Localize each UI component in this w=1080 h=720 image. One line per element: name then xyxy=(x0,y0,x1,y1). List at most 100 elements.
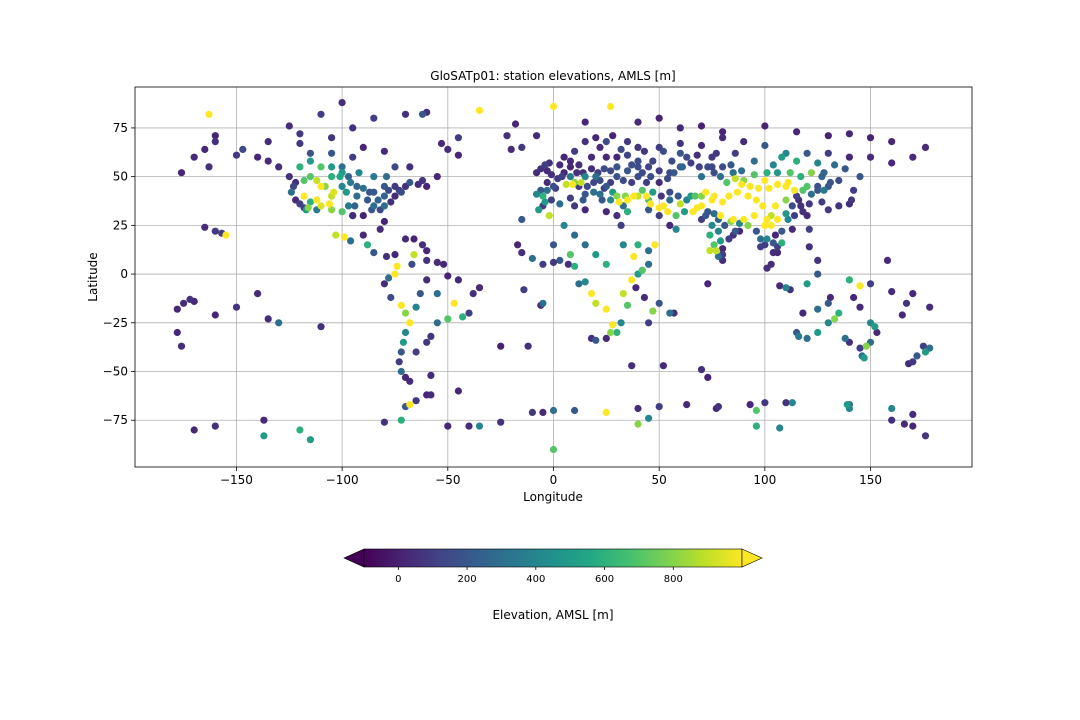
station-point xyxy=(670,169,678,177)
station-point xyxy=(401,309,410,317)
station-point xyxy=(533,190,541,198)
station-point xyxy=(769,239,777,247)
station-point xyxy=(541,198,549,206)
station-point xyxy=(607,102,615,111)
station-point xyxy=(824,299,832,307)
station-point xyxy=(856,173,864,181)
x-axis-ticks: −150 −100 −50 0 50 100 150 xyxy=(220,467,882,487)
station-point xyxy=(738,167,746,175)
station-point xyxy=(847,196,856,204)
station-point xyxy=(507,145,515,153)
station-point xyxy=(177,169,186,177)
station-point xyxy=(306,149,314,157)
station-point xyxy=(180,299,188,307)
station-point xyxy=(778,153,786,161)
station-point xyxy=(761,141,769,150)
station-point xyxy=(674,192,682,200)
station-point xyxy=(628,178,636,187)
station-point xyxy=(645,260,653,268)
station-point xyxy=(317,163,325,171)
station-point xyxy=(814,186,822,194)
station-point xyxy=(678,163,687,171)
station-point xyxy=(602,153,610,161)
station-point xyxy=(211,311,219,319)
station-point xyxy=(306,173,314,181)
station-point xyxy=(619,290,627,298)
station-point xyxy=(602,138,610,146)
station-point xyxy=(860,354,868,362)
station-point xyxy=(793,157,801,165)
x-tick-label: 0 xyxy=(550,473,558,487)
station-point xyxy=(807,190,816,198)
station-point xyxy=(344,202,353,210)
station-point xyxy=(909,410,917,418)
station-point xyxy=(888,416,896,424)
station-point xyxy=(575,280,583,288)
station-point xyxy=(363,241,372,249)
station-point xyxy=(328,149,336,157)
station-point xyxy=(581,241,589,249)
station-point xyxy=(645,414,653,422)
station-point xyxy=(260,432,268,440)
station-point xyxy=(336,173,344,181)
station-point xyxy=(613,153,621,161)
station-point xyxy=(205,110,213,118)
station-point xyxy=(657,192,665,200)
station-point xyxy=(744,192,752,200)
station-point xyxy=(607,196,615,204)
station-point xyxy=(344,173,353,181)
y-tick-label: −50 xyxy=(103,365,128,379)
station-point xyxy=(716,173,725,181)
station-point xyxy=(841,165,849,173)
station-point xyxy=(560,221,568,229)
station-point xyxy=(740,215,748,224)
station-point xyxy=(790,212,799,220)
station-point xyxy=(750,212,758,220)
station-point xyxy=(613,328,621,337)
station-point xyxy=(704,280,712,288)
station-point xyxy=(619,176,627,185)
station-point xyxy=(820,186,828,194)
station-point xyxy=(190,426,198,434)
station-point xyxy=(778,227,786,235)
station-point xyxy=(805,225,813,233)
station-point xyxy=(285,122,293,130)
station-point xyxy=(807,169,816,177)
station-point xyxy=(782,399,790,407)
station-point xyxy=(704,163,712,171)
station-point xyxy=(264,157,272,165)
station-point xyxy=(380,192,388,200)
station-point xyxy=(177,342,186,350)
x-tick-label: −50 xyxy=(435,473,460,487)
station-point xyxy=(630,252,638,261)
station-point xyxy=(619,241,627,249)
station-point xyxy=(391,163,399,171)
station-point xyxy=(850,186,858,194)
station-point xyxy=(374,196,382,204)
station-point xyxy=(697,202,706,210)
station-point xyxy=(632,284,640,292)
station-point xyxy=(514,241,522,249)
station-point xyxy=(757,243,765,251)
station-point xyxy=(761,122,769,130)
y-tick-label: 25 xyxy=(113,218,128,232)
station-point xyxy=(814,328,822,337)
station-point xyxy=(913,352,921,360)
station-point xyxy=(693,151,701,159)
station-point xyxy=(676,124,684,132)
station-point xyxy=(518,143,526,151)
station-point xyxy=(575,161,583,169)
station-point xyxy=(547,196,556,204)
station-point xyxy=(423,247,431,255)
station-point xyxy=(602,305,610,313)
station-point xyxy=(401,110,410,118)
station-point xyxy=(613,212,621,220)
station-point xyxy=(391,270,399,278)
station-point xyxy=(649,188,657,196)
station-point xyxy=(566,173,575,181)
station-point xyxy=(328,206,336,214)
station-point xyxy=(623,167,632,175)
station-point xyxy=(376,225,384,233)
station-point xyxy=(340,233,348,241)
station-point xyxy=(898,311,906,319)
